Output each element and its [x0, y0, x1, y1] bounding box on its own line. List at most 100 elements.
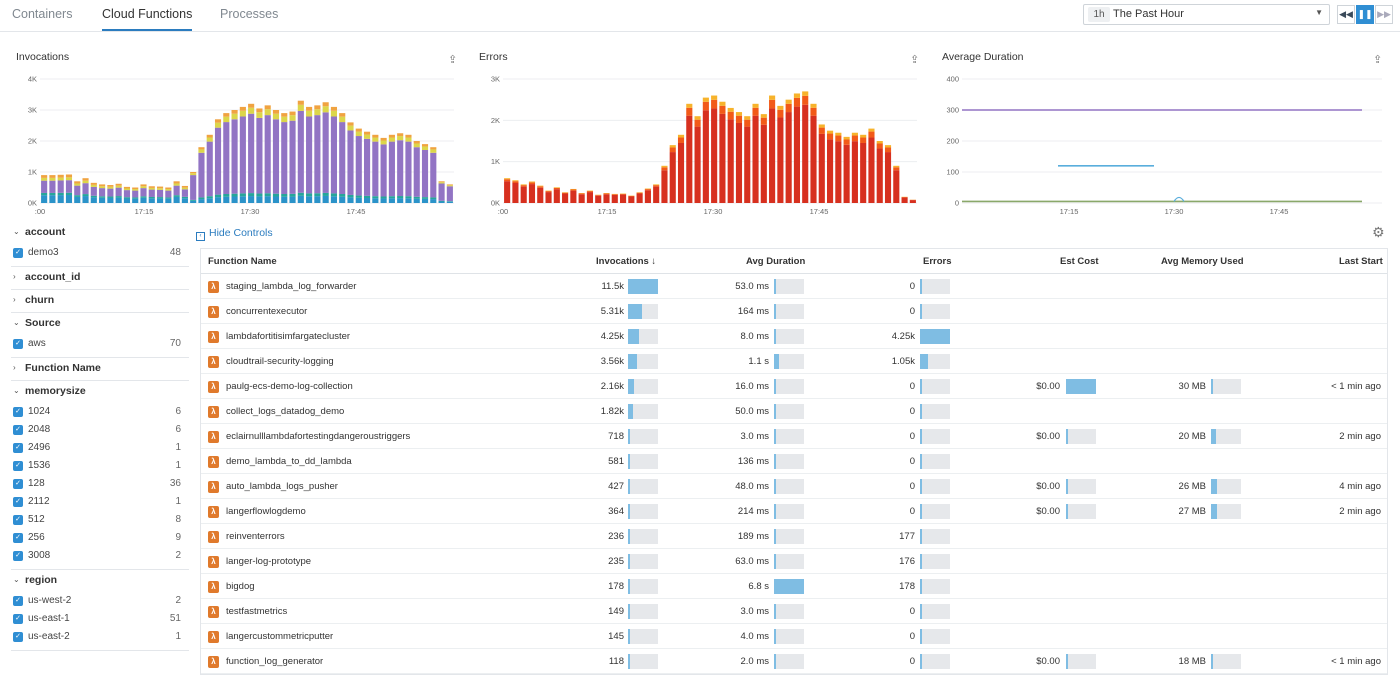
bar-segment	[272, 196, 280, 203]
duration-chart: Average Duration ⇪ 0 100 200 300 400 17:15 17:…	[942, 48, 1387, 218]
bar-segment	[231, 193, 238, 197]
facet-item[interactable]: ✓ 256 9	[11, 529, 189, 547]
gear-icon[interactable]: ⚙	[1372, 224, 1385, 240]
facet-header[interactable]: › churn	[11, 290, 189, 312]
table-row[interactable]: λ collect_logs_datadog_demo 1.82k 50.0 ms 0	[201, 399, 1387, 424]
checkbox[interactable]: ✓	[13, 443, 23, 453]
facet-item[interactable]: ✓ 2496 1	[11, 439, 189, 457]
table-row[interactable]: λ auto_lambda_logs_pusher 427 48.0 ms 0 $0.00…	[201, 474, 1387, 499]
time-range-badge: 1h	[1088, 7, 1110, 22]
export-icon[interactable]: ⇪	[448, 54, 458, 66]
checkbox[interactable]: ✓	[13, 551, 23, 561]
facet-header[interactable]: ⌄ memorysize	[11, 381, 189, 403]
table-row[interactable]: λ demo_lambda_to_dd_lambda 581 136 ms 0	[201, 449, 1387, 474]
table-row[interactable]: λ reinventerrors 236 189 ms 177	[201, 524, 1387, 549]
facet-item-label: us-west-2	[28, 595, 72, 606]
bar-segment	[826, 133, 834, 140]
bar-segment	[314, 115, 321, 194]
memory-bar	[1211, 379, 1241, 394]
bar-segment	[760, 114, 767, 118]
facet-item[interactable]: ✓ us-east-2 1	[11, 628, 189, 646]
table-row[interactable]: λ cloudtrail-security-logging 3.56k 1.1 s 1.…	[201, 349, 1387, 374]
col-est-cost[interactable]: Est Cost	[1060, 256, 1099, 267]
facet-item[interactable]: ✓ 3008 2	[11, 547, 189, 565]
x-tick-label: 17:45	[347, 207, 366, 216]
pause-button[interactable]: ❚❚	[1356, 5, 1374, 24]
col-avg-duration[interactable]: Avg Duration	[746, 256, 806, 267]
bar-segment	[190, 175, 197, 200]
bar-segment	[165, 198, 172, 203]
facet-header[interactable]: ⌄ Source	[11, 313, 189, 335]
y-tick-label: 3K	[491, 75, 500, 84]
facet-header[interactable]: › Function Name	[11, 358, 189, 380]
checkbox[interactable]: ✓	[13, 614, 23, 624]
facet-item[interactable]: ✓ 1024 6	[11, 403, 189, 421]
facet-header[interactable]: › account_id	[11, 267, 189, 289]
bar-segment	[363, 195, 371, 199]
table-row[interactable]: λ bigdog 178 6.8 s 178	[201, 574, 1387, 599]
col-function-name[interactable]: Function Name	[208, 256, 277, 267]
table-row[interactable]: λ testfastmetrics 149 3.0 ms 0	[201, 599, 1387, 624]
bar-segment	[156, 186, 164, 189]
col-avg-memory[interactable]: Avg Memory Used	[1161, 256, 1244, 267]
facet-item[interactable]: ✓ 2048 6	[11, 421, 189, 439]
bar-segment	[57, 180, 64, 193]
hide-controls-button[interactable]: ‹ Hide Controls	[196, 227, 273, 241]
facet-item[interactable]: ✓ demo3 48	[11, 244, 189, 262]
checkbox[interactable]: ✓	[13, 248, 23, 258]
checkbox[interactable]: ✓	[13, 425, 23, 435]
tab-containers[interactable]: Containers	[12, 7, 73, 21]
col-errors[interactable]: Errors	[923, 256, 952, 267]
bar-segment	[719, 105, 726, 114]
facet-item[interactable]: ✓ us-east-1 51	[11, 610, 189, 628]
table-row[interactable]: λ concurrentexecutor 5.31k 164 ms 0	[201, 299, 1387, 324]
facet-item[interactable]: ✓ 1536 1	[11, 457, 189, 475]
fast-forward-button[interactable]: ▶▶	[1375, 5, 1393, 24]
table-row[interactable]: λ eclairnulllambdafortestingdangeroustrig…	[201, 424, 1387, 449]
checkbox[interactable]: ✓	[13, 533, 23, 543]
bar-segment	[198, 199, 205, 203]
bar-segment	[735, 122, 743, 203]
checkbox[interactable]: ✓	[13, 632, 23, 642]
col-last-start[interactable]: Last Start	[1339, 256, 1383, 267]
bar-segment	[372, 198, 379, 203]
facet-item[interactable]: ✓ 512 8	[11, 511, 189, 529]
facet-item[interactable]: ✓ aws 70	[11, 335, 189, 353]
bar-segment	[256, 108, 263, 113]
facet-item[interactable]: ✓ 128 36	[11, 475, 189, 493]
table-row[interactable]: λ staging_lambda_log_forwarder 11.5k 53.0 m…	[201, 274, 1387, 299]
invocations-bar	[628, 554, 658, 569]
table-row[interactable]: λ langercustommetricputter 145 4.0 ms 0	[201, 624, 1387, 649]
bar-segment	[281, 113, 288, 117]
checkbox[interactable]: ✓	[13, 515, 23, 525]
bar-segment	[785, 103, 792, 113]
checkbox[interactable]: ✓	[13, 479, 23, 489]
table-row[interactable]: λ lambdafortitisimfargatecluster 4.25k 8.0 …	[201, 324, 1387, 349]
facet-header[interactable]: ⌄ region	[11, 570, 189, 592]
facet-header[interactable]: ⌄ account	[11, 222, 189, 244]
table-row[interactable]: λ langer-log-prototype 235 63.0 ms 176	[201, 549, 1387, 574]
tab-processes[interactable]: Processes	[220, 7, 279, 21]
checkbox[interactable]: ✓	[13, 339, 23, 349]
facet-item[interactable]: ✓ us-west-2 2	[11, 592, 189, 610]
table-row[interactable]: λ langerflowlogdemo 364 214 ms 0 $0.00 27 MB 2 …	[201, 499, 1387, 524]
facet-item[interactable]: ✓ 2112 1	[11, 493, 189, 511]
rewind-button[interactable]: ◀◀	[1337, 5, 1355, 24]
table-row[interactable]: λ paulg-ecs-demo-log-collection 2.16k 16.0 …	[201, 374, 1387, 399]
export-icon[interactable]: ⇪	[910, 54, 920, 66]
checkbox[interactable]: ✓	[13, 407, 23, 417]
tab-cloud-functions[interactable]: Cloud Functions	[102, 7, 193, 31]
checkbox[interactable]: ✓	[13, 461, 23, 471]
avg-duration-value: 16.0 ms	[735, 381, 769, 392]
bar-segment	[49, 192, 56, 196]
table-row[interactable]: λ function_log_generator 118 2.0 ms 0 $0.00 18…	[201, 649, 1387, 674]
facet-item-count: 36	[169, 478, 181, 489]
bar-segment	[802, 104, 809, 203]
checkbox[interactable]: ✓	[13, 497, 23, 507]
bar-segment	[248, 113, 255, 194]
time-range-select[interactable]: 1h The Past Hour ▼	[1083, 4, 1330, 25]
col-invocations[interactable]: Invocations ↓	[596, 256, 657, 267]
checkbox[interactable]: ✓	[13, 596, 23, 606]
export-icon[interactable]: ⇪	[1373, 54, 1383, 66]
bar-segment	[397, 140, 404, 197]
